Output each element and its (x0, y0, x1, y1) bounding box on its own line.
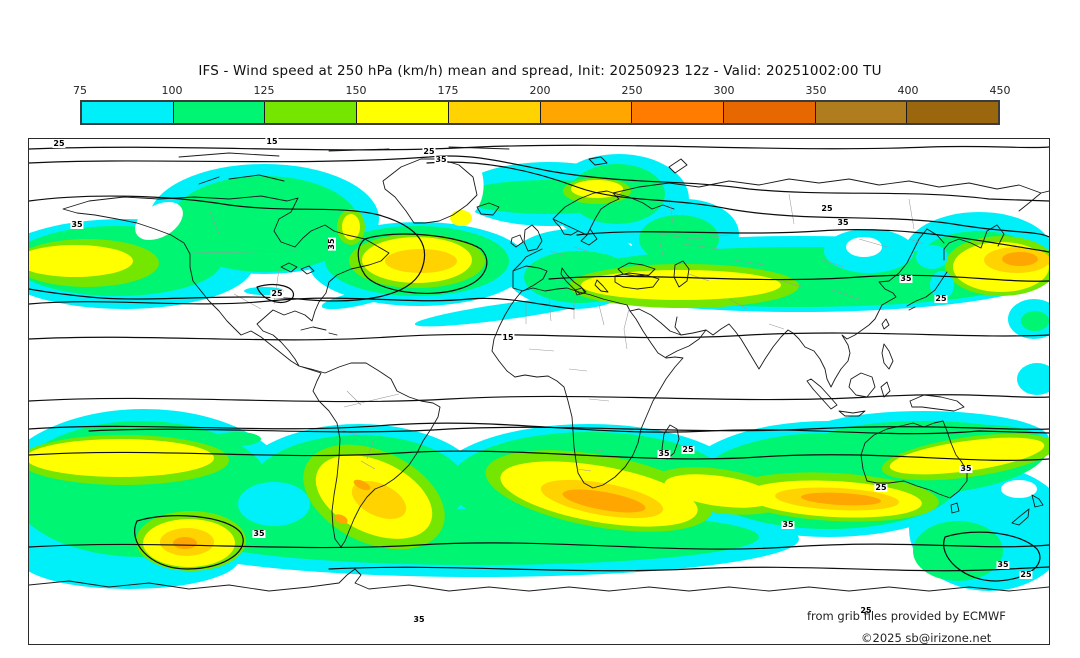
spread-contour-label: 35 (434, 155, 448, 164)
attribution-copyright: ©2025 sb@irizone.net (861, 631, 992, 645)
spread-contour-label: 35 (781, 520, 795, 529)
chart-title: IFS - Wind speed at 250 hPa (km/h) mean … (198, 63, 882, 79)
colorbar-tick: 250 (621, 84, 643, 97)
coastlines (29, 146, 1049, 592)
colorbar-segment (631, 102, 723, 123)
spread-contour-label: 15 (501, 333, 515, 342)
colorbar-ticks: 75 100 125 150 175 200 250 300 350 400 450 (73, 84, 1011, 98)
colorbar-segment (356, 102, 448, 123)
spread-contour-label: 35 (996, 560, 1010, 569)
colorbar-tick: 175 (437, 84, 459, 97)
spread-contour-label: 35 (959, 464, 973, 473)
colorbar-segment (814, 102, 907, 123)
colorbar-segment (539, 102, 632, 123)
spread-contours (29, 144, 1049, 582)
map-frame: 25 15 25 35 35 35 25 15 25 35 35 25 25 35 25 35 35 35 35 35… (28, 138, 1050, 645)
colorbar-tick: 150 (345, 84, 367, 97)
colorbar-segment (82, 102, 173, 123)
spread-contour-label: 25 (874, 483, 888, 492)
colorbar-segment (264, 102, 357, 123)
colorbar-tick: 300 (713, 84, 735, 97)
colorbar-tick: 125 (253, 84, 275, 97)
spread-contour-label: 25 (859, 606, 873, 615)
spread-contour-label: 35 (70, 220, 84, 229)
spread-contour-label: 25 (270, 289, 284, 298)
colorbar-tick: 350 (805, 84, 827, 97)
fill-layer-200 (173, 252, 1038, 549)
spread-contour-label: 25 (681, 445, 695, 454)
fill-pockets (238, 229, 1037, 526)
spread-contour-label: 15 (265, 137, 279, 146)
spread-contour-label: 25 (1019, 570, 1033, 579)
spread-contour-label: 35 (836, 218, 850, 227)
colorbar (80, 100, 1000, 125)
colorbar-segment (172, 102, 265, 123)
colorbar-tick: 75 (73, 84, 87, 97)
colorbar-tick: 200 (529, 84, 551, 97)
spread-contour-label: 35 (412, 615, 426, 624)
spread-contour-label: 35 (657, 449, 671, 458)
world-map-svg (29, 139, 1049, 592)
colorbar-tick: 100 (161, 84, 183, 97)
colorbar-segment (447, 102, 540, 123)
spread-contour-label: 25 (934, 294, 948, 303)
colorbar-segment (722, 102, 815, 123)
spread-contour-label: 35 (327, 237, 336, 251)
spread-contour-label: 25 (820, 204, 834, 213)
attribution-ecmwf: from grib files provided by ECMWF (807, 609, 1006, 623)
colorbar-tick: 450 (989, 84, 1011, 97)
colorbar-tick: 400 (897, 84, 919, 97)
spread-contour-label: 25 (52, 139, 66, 148)
spread-contour-label: 35 (899, 274, 913, 283)
white-cutouts (135, 139, 484, 240)
colorbar-segment (906, 102, 999, 123)
spread-contour-label: 25 (422, 147, 436, 156)
spread-contour-label: 35 (252, 529, 266, 538)
